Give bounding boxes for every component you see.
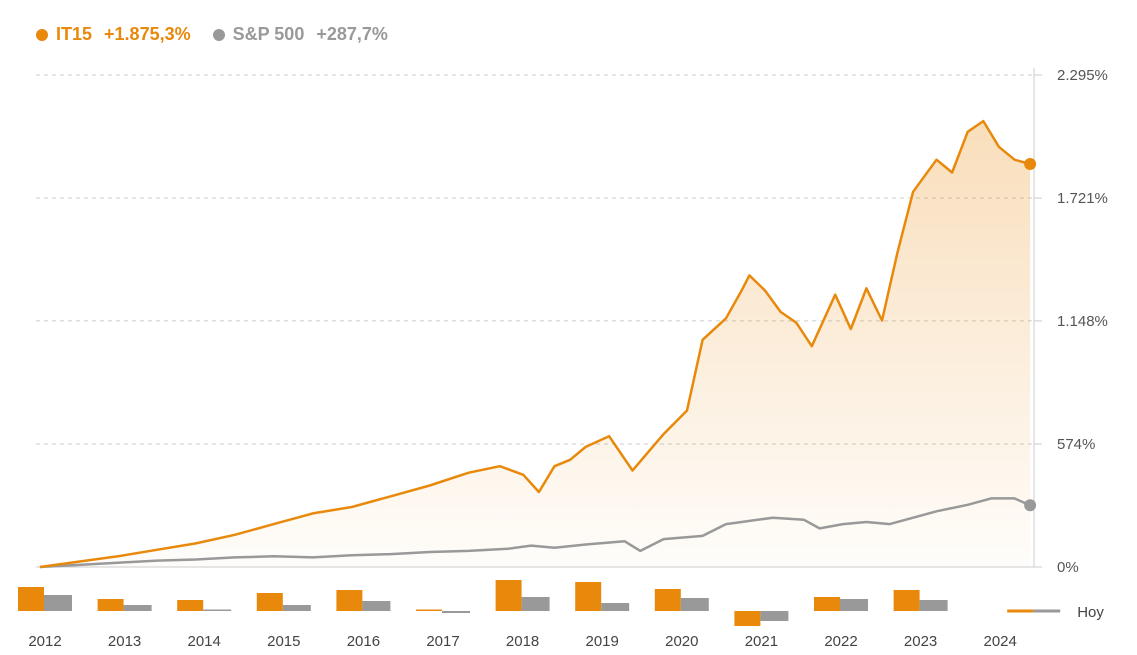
y-tick-label: 1.148% bbox=[1057, 313, 1108, 330]
legend-value-sp500: +287,7% bbox=[316, 24, 388, 44]
bar-sp500 bbox=[840, 599, 868, 611]
legend-dot-sp500 bbox=[212, 28, 225, 41]
line-layer bbox=[39, 119, 1037, 569]
area-layer bbox=[39, 121, 1031, 567]
it15-area bbox=[39, 121, 1031, 567]
bar-it15 bbox=[336, 590, 363, 611]
bar-it15 bbox=[814, 597, 840, 611]
year-label: 2015 bbox=[267, 633, 300, 650]
year-label: 2017 bbox=[426, 633, 459, 650]
it15-line bbox=[39, 119, 1031, 569]
bar-it15 bbox=[256, 593, 283, 611]
bar-it15 bbox=[1007, 609, 1034, 613]
x-axis-years: 2012 2013 2014 2015 2016 2017 2018 2019 2020 2021… bbox=[28, 604, 1104, 650]
bar-it15 bbox=[893, 590, 920, 611]
bar-sp500 bbox=[282, 605, 311, 611]
bar-sp500 bbox=[680, 598, 709, 611]
it15-end-point bbox=[1024, 157, 1037, 170]
bar-sp500 bbox=[760, 611, 789, 621]
bar-it15 bbox=[18, 587, 44, 611]
y-tick-label: 0% bbox=[1057, 559, 1079, 576]
legend-value-it15: +1.875,3% bbox=[104, 24, 191, 44]
bar-sp500 bbox=[1033, 609, 1061, 613]
bar-it15 bbox=[97, 599, 124, 611]
sp500-end-point bbox=[1024, 499, 1037, 512]
y-tick-label: 574% bbox=[1057, 436, 1095, 453]
legend-name-sp500: S&P 500 bbox=[232, 24, 305, 44]
bar-it15 bbox=[495, 580, 522, 611]
bar-it15 bbox=[734, 611, 761, 626]
year-label: 2018 bbox=[506, 633, 539, 650]
year-label: 2019 bbox=[586, 633, 619, 650]
year-label: 2024 bbox=[984, 633, 1017, 650]
chart-legend: IT15 +1.875,3% S&P 500 +287,7% bbox=[36, 24, 388, 45]
bar-it15 bbox=[177, 600, 204, 611]
bar-layer bbox=[18, 580, 1061, 626]
bar-sp500 bbox=[442, 611, 470, 613]
hoy-label: Hoy bbox=[1077, 604, 1104, 621]
y-tick-label: 2.295% bbox=[1057, 67, 1108, 84]
year-label: 2012 bbox=[28, 633, 61, 650]
bar-sp500 bbox=[919, 600, 948, 611]
y-tick-label: 1.721% bbox=[1057, 190, 1108, 207]
year-label: 2020 bbox=[665, 633, 698, 650]
year-label: 2022 bbox=[824, 633, 857, 650]
y-axis-ticks: 2.295% 1.721% 1.148% 574% 0% bbox=[1057, 67, 1108, 576]
year-label: 2013 bbox=[108, 633, 141, 650]
legend-item-it15[interactable]: IT15 +1.875,3% bbox=[36, 24, 191, 45]
legend-name-it15: IT15 bbox=[56, 24, 93, 44]
bar-it15 bbox=[654, 589, 681, 611]
bar-sp500 bbox=[601, 603, 630, 611]
year-label: 2023 bbox=[904, 633, 937, 650]
bar-it15 bbox=[416, 609, 442, 611]
sp500-line bbox=[39, 497, 1031, 569]
legend-dot-it15 bbox=[36, 28, 48, 41]
bar-it15 bbox=[575, 582, 602, 611]
bar-sp500 bbox=[203, 609, 232, 611]
bar-sp500 bbox=[123, 605, 152, 611]
year-label: 2014 bbox=[188, 633, 221, 650]
bar-sp500 bbox=[44, 595, 72, 611]
bar-sp500 bbox=[362, 601, 391, 611]
year-label: 2016 bbox=[347, 633, 380, 650]
legend-item-sp500[interactable]: S&P 500 +287,7% bbox=[212, 24, 388, 45]
bar-sp500 bbox=[521, 597, 550, 611]
year-label: 2021 bbox=[745, 633, 778, 650]
